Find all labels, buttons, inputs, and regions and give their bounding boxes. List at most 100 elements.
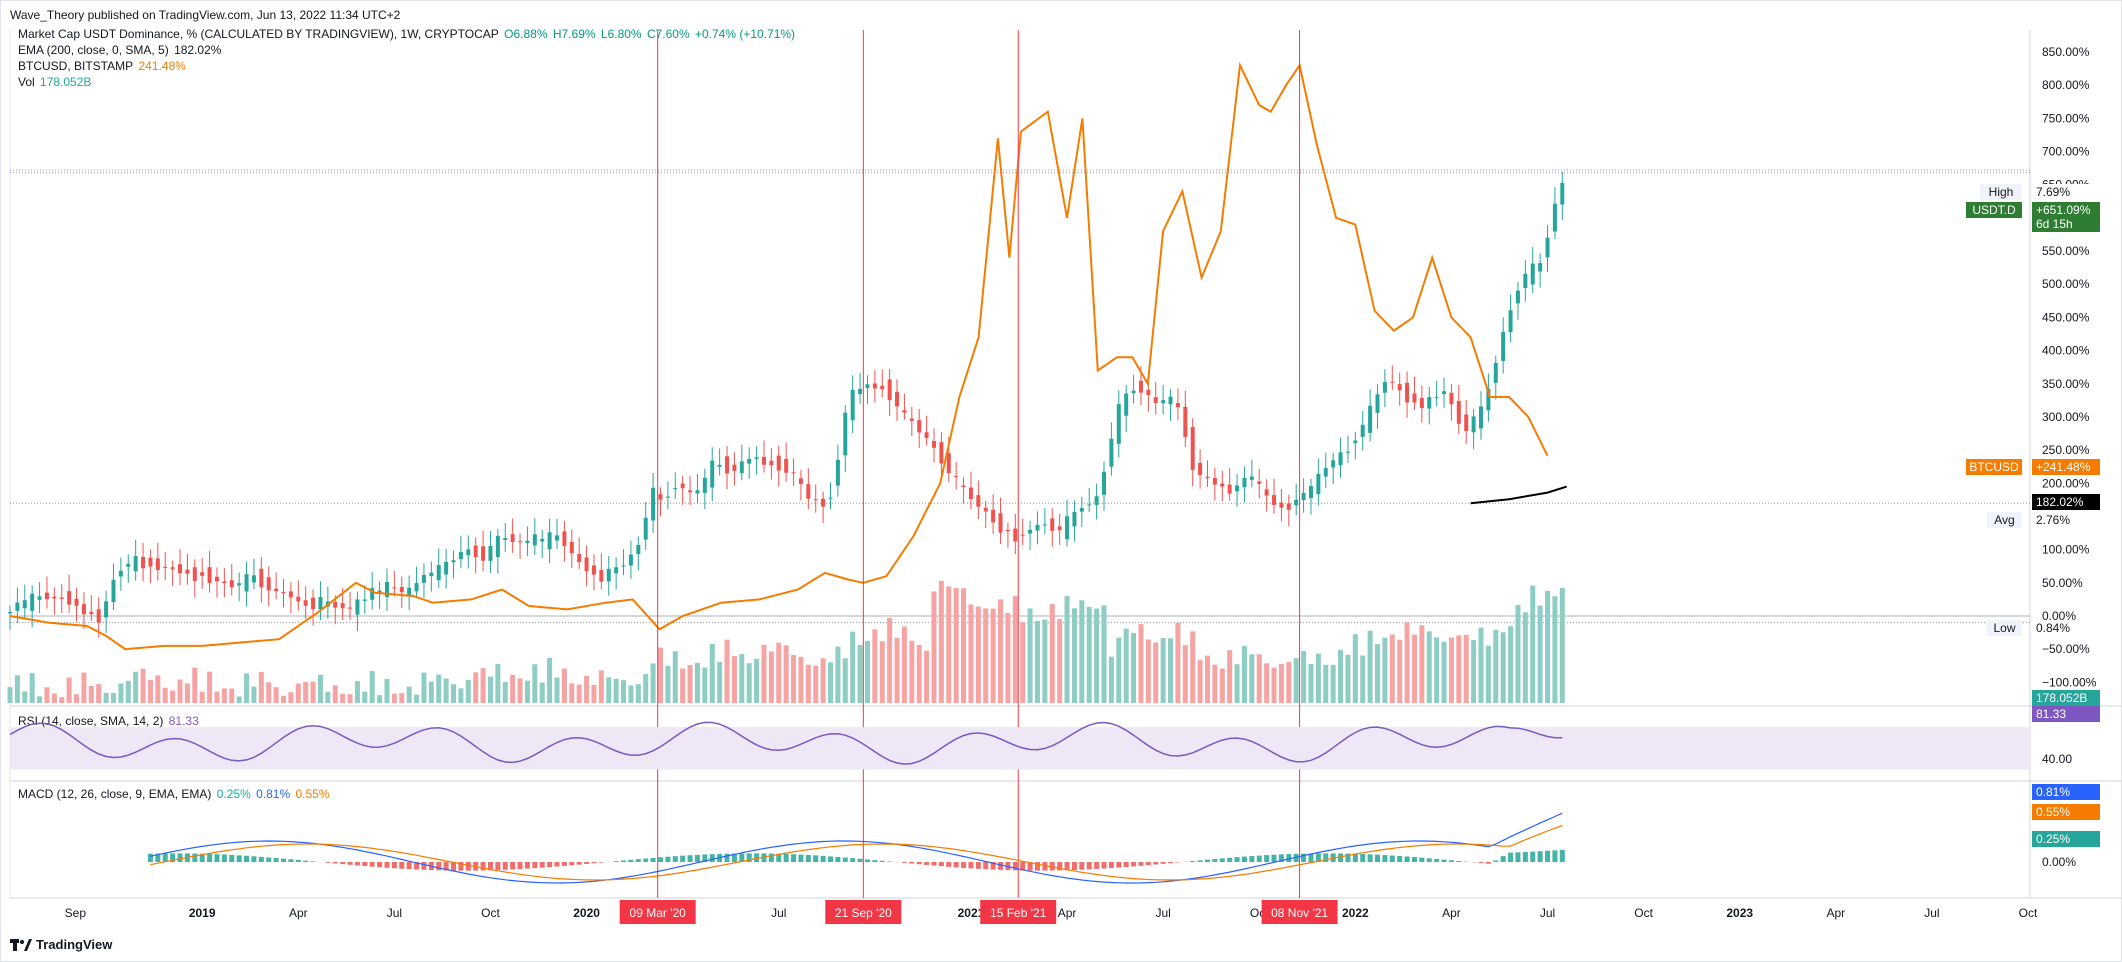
macd-histogram-bar xyxy=(1057,862,1063,871)
candle-body xyxy=(569,541,574,554)
vol-legend[interactable]: Vol 178.052B xyxy=(18,74,93,90)
price-tick-label: 350.00% xyxy=(2042,377,2090,391)
macd-histogram-bar xyxy=(377,862,383,868)
candle-body xyxy=(643,517,648,540)
volume-bar xyxy=(1005,613,1011,703)
macd-histogram-bar xyxy=(251,856,257,862)
candle-body xyxy=(1405,382,1410,403)
macd-histogram-bar xyxy=(1108,862,1114,869)
macd-histogram-bar xyxy=(650,857,656,862)
volume-bar xyxy=(1345,654,1351,703)
macd-histogram-bar xyxy=(761,853,767,862)
candle-body xyxy=(1442,391,1447,395)
candle-body xyxy=(244,574,249,592)
candle-body xyxy=(710,460,715,488)
candle-body xyxy=(939,442,944,464)
candle-body xyxy=(776,455,781,471)
volume-bar xyxy=(81,672,87,703)
macd-legend[interactable]: MACD (12, 26, close, 9, EMA, EMA) 0.25% … xyxy=(18,786,332,802)
btc-legend[interactable]: BTCUSD, BITSTAMP 241.48% xyxy=(18,58,188,74)
candle-body xyxy=(163,566,168,568)
volume-bar xyxy=(990,608,996,703)
time-tick-label: 2020 xyxy=(573,906,600,920)
usdt-tag-label: USDT.D xyxy=(1972,203,2016,217)
macd-histogram-bar xyxy=(281,858,287,862)
volume-bar xyxy=(88,685,94,703)
candle-body xyxy=(961,485,966,488)
volume-bar xyxy=(672,651,678,703)
macd-histogram-bar xyxy=(532,862,538,869)
candle-body xyxy=(1301,492,1306,501)
macd-histogram-bar xyxy=(414,862,420,870)
volume-bar xyxy=(532,664,538,703)
candle-body xyxy=(229,580,234,588)
volume-bar xyxy=(362,691,368,703)
volume-bar xyxy=(1293,658,1299,703)
macd-histogram-bar xyxy=(1411,857,1417,862)
volume-bar xyxy=(761,644,767,703)
candle-body xyxy=(1249,476,1254,480)
macd-histogram-bar xyxy=(813,855,819,862)
volume-bar xyxy=(51,693,57,703)
volume-bar xyxy=(1545,590,1551,703)
macd-histogram-bar xyxy=(1559,849,1565,862)
candle-body xyxy=(126,563,131,567)
candle-body xyxy=(1294,499,1299,506)
volume-bar xyxy=(584,675,590,703)
macd-histogram-bar xyxy=(835,856,841,862)
volume-bar xyxy=(110,693,116,703)
volume-bar xyxy=(1352,634,1358,703)
volume-bar xyxy=(1123,628,1129,703)
time-tick-label: 2023 xyxy=(1726,906,1753,920)
volume-bar xyxy=(1278,663,1284,703)
candle-body xyxy=(665,496,670,498)
volume-bar xyxy=(805,664,811,703)
volume-bar xyxy=(975,606,981,703)
candle-body xyxy=(1375,394,1380,413)
rsi-band xyxy=(10,727,2030,770)
candle-body xyxy=(1368,405,1373,433)
time-tick-label: Oct xyxy=(2019,906,2038,920)
volume-bar xyxy=(709,644,715,703)
volume-bar xyxy=(266,682,272,703)
low-tag-label-box xyxy=(1987,620,2022,636)
tradingview-brand[interactable]: TradingView xyxy=(10,937,112,952)
candle-body xyxy=(1028,529,1033,534)
candle-body xyxy=(481,546,486,561)
ema-legend-value: 182.02% xyxy=(174,43,222,57)
macd-histogram-bar xyxy=(1042,862,1048,871)
volume-bar xyxy=(221,688,227,703)
volume-bar xyxy=(170,690,176,703)
volume-bar xyxy=(510,674,516,703)
volume-bar xyxy=(724,639,730,703)
candle-body xyxy=(1013,528,1018,542)
candle-body xyxy=(1530,263,1535,285)
volume-bar xyxy=(347,694,353,703)
main-legend[interactable]: Market Cap USDT Dominance, % (CALCULATED… xyxy=(18,26,797,42)
volume-bar xyxy=(1175,622,1181,703)
rsi-legend[interactable]: RSI (14, close, SMA, 14, 2) 81.33 xyxy=(18,713,201,729)
ema-tag-value: 182.02% xyxy=(2036,495,2084,509)
volume-bar xyxy=(384,678,390,703)
volume-bar xyxy=(258,671,264,703)
brand-name: TradingView xyxy=(36,937,113,952)
candle-body xyxy=(954,475,959,477)
ema-legend[interactable]: EMA (200, close, 0, SMA, 5) 182.02% xyxy=(18,42,223,58)
macd-histogram-bar xyxy=(820,855,826,862)
volume-bar xyxy=(177,679,183,703)
candle-body xyxy=(747,458,752,464)
macd-legend-signal: 0.55% xyxy=(295,787,330,801)
candle-body xyxy=(902,410,907,413)
macd-histogram-bar xyxy=(635,859,641,862)
btc-tag-value-box xyxy=(2032,459,2100,475)
volume-bar xyxy=(340,693,346,703)
macd-histogram-bar xyxy=(739,853,745,862)
volume-bar xyxy=(1434,637,1440,703)
volume-bar xyxy=(547,657,553,703)
macd-histogram-bar xyxy=(406,862,412,870)
volume-bar xyxy=(828,662,834,703)
candle-body xyxy=(1057,526,1062,531)
avg-tag-value-box xyxy=(2032,512,2100,528)
